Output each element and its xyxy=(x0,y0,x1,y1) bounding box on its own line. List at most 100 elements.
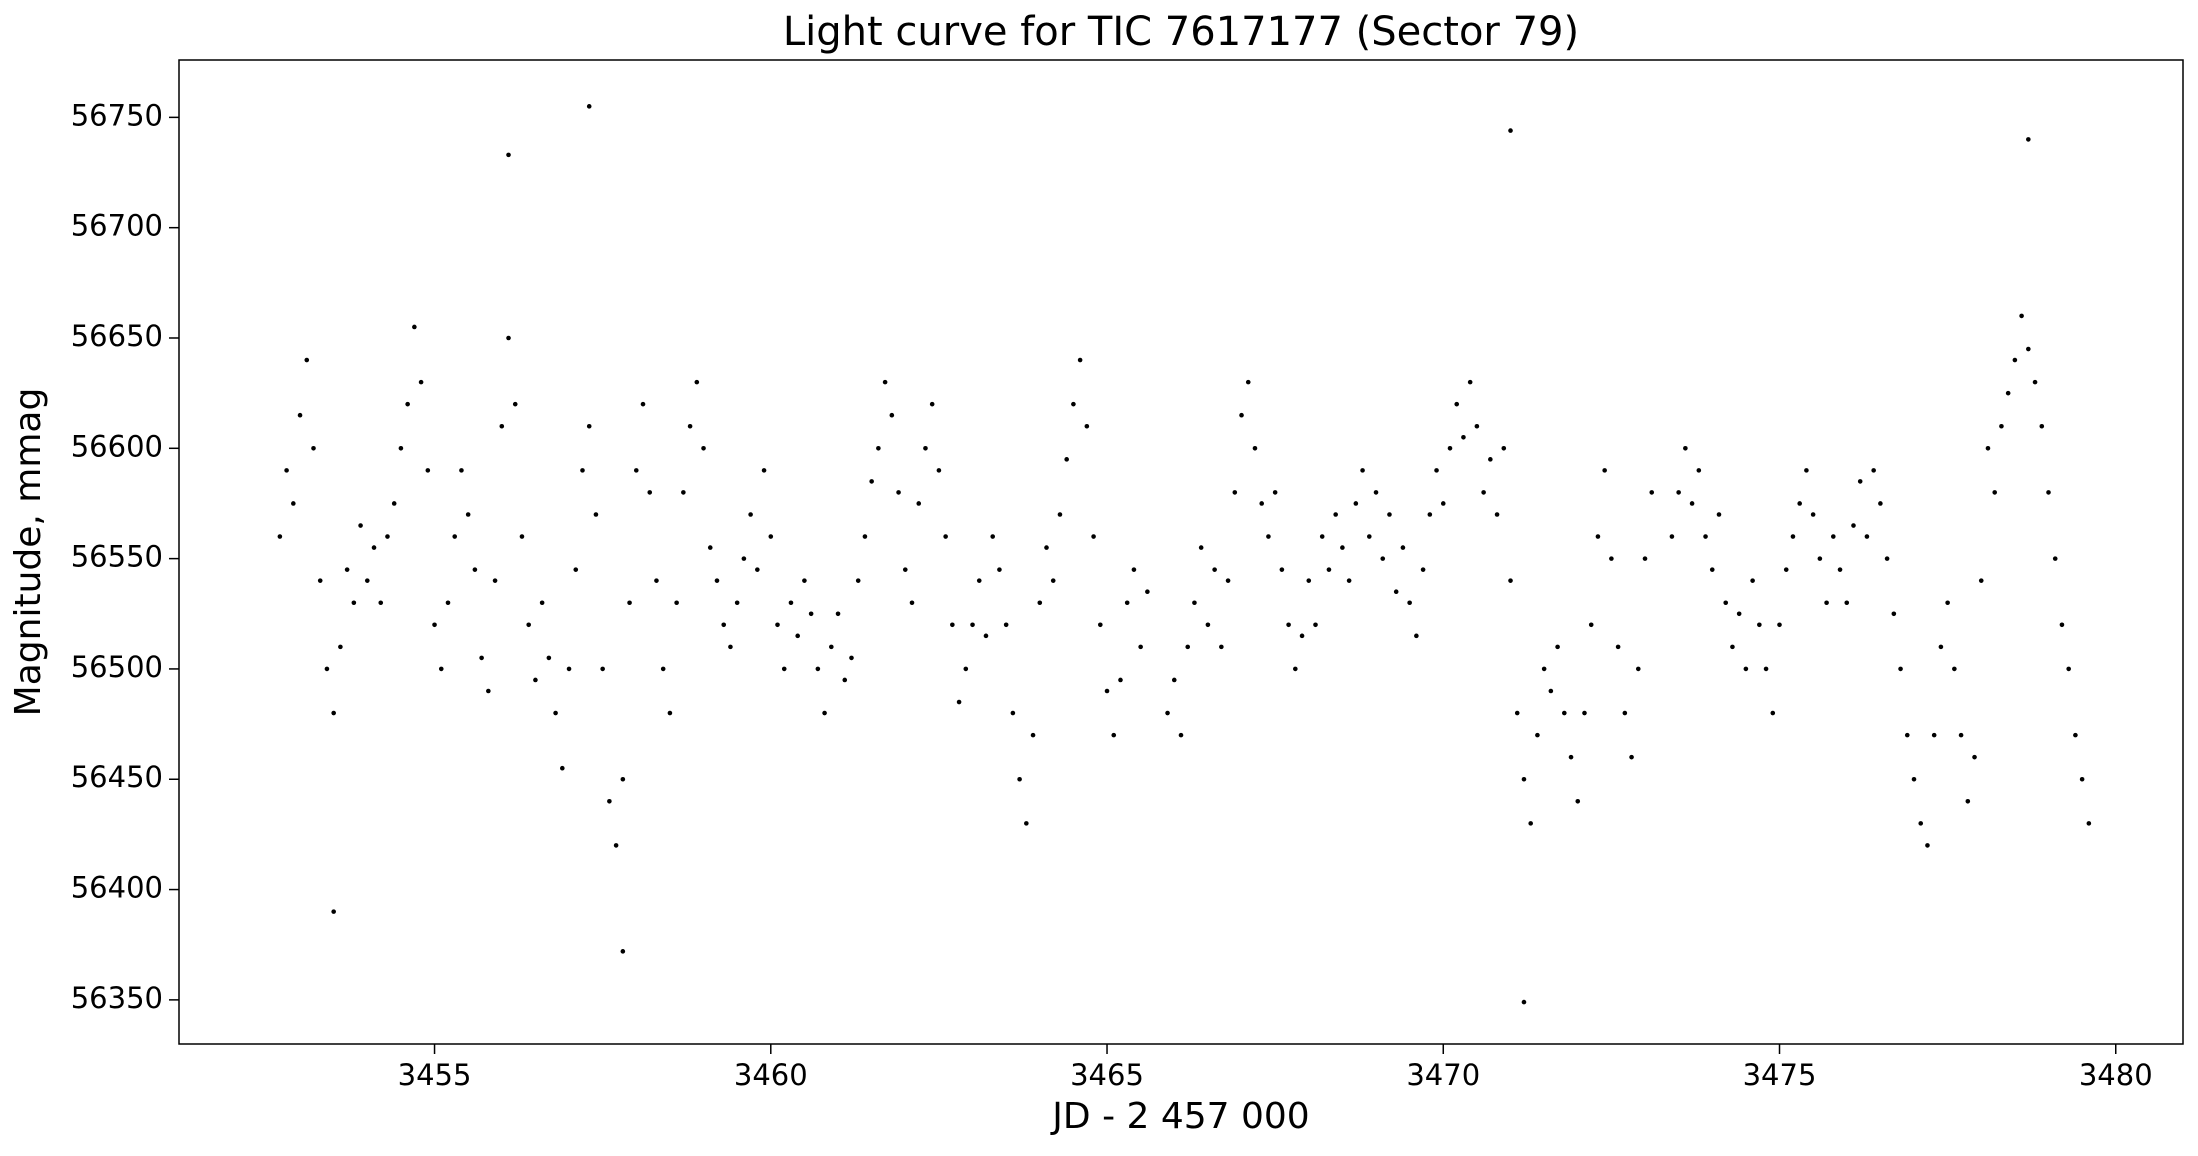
data-point xyxy=(1077,357,1083,363)
data-point xyxy=(1340,545,1345,550)
data-point xyxy=(1595,534,1601,539)
data-point xyxy=(842,677,848,683)
data-point xyxy=(815,666,821,672)
data-point xyxy=(956,699,962,705)
data-point xyxy=(929,401,935,407)
data-point xyxy=(869,479,874,484)
data-point xyxy=(876,446,881,451)
data-point xyxy=(1521,776,1527,782)
data-point xyxy=(358,523,363,528)
data-point xyxy=(586,423,592,429)
data-point xyxy=(1266,534,1271,539)
data-point xyxy=(768,534,774,539)
data-point xyxy=(1245,379,1251,385)
data-point xyxy=(1427,512,1433,517)
data-point xyxy=(1252,446,1258,451)
data-point xyxy=(640,401,646,407)
data-point xyxy=(1824,600,1829,606)
data-point xyxy=(1831,534,1836,539)
data-point xyxy=(1528,821,1533,826)
data-point xyxy=(284,468,289,473)
data-point xyxy=(465,512,471,517)
data-point xyxy=(1098,622,1103,628)
data-point xyxy=(1857,479,1863,484)
data-point xyxy=(694,379,700,385)
data-point xyxy=(654,578,659,583)
data-point xyxy=(936,468,942,473)
data-point xyxy=(1521,999,1527,1005)
data-point xyxy=(472,567,478,572)
data-point xyxy=(338,644,343,650)
data-point xyxy=(889,412,895,418)
data-point xyxy=(1629,754,1634,760)
data-point xyxy=(1999,423,2004,429)
data-point xyxy=(1669,534,1675,539)
y-tick-label: 56400 xyxy=(71,871,163,905)
data-point xyxy=(862,534,868,539)
data-point xyxy=(2012,357,2018,363)
data-point xyxy=(1972,754,1977,760)
data-point xyxy=(943,534,948,539)
data-point xyxy=(1346,578,1352,583)
data-point xyxy=(1044,545,1049,550)
data-point xyxy=(2032,379,2038,385)
data-point xyxy=(1010,710,1016,716)
data-point xyxy=(291,501,296,506)
data-point xyxy=(311,446,316,451)
y-tick-label: 56450 xyxy=(71,760,163,794)
data-point xyxy=(882,379,888,385)
data-point xyxy=(1091,534,1096,539)
data-point xyxy=(425,468,431,473)
data-point xyxy=(1313,622,1318,628)
data-point xyxy=(1945,600,1950,606)
data-point xyxy=(317,578,323,583)
data-point xyxy=(1205,622,1211,628)
data-point xyxy=(405,401,410,407)
data-point xyxy=(1030,732,1036,738)
data-point xyxy=(997,567,1002,572)
data-point xyxy=(795,633,800,639)
data-point xyxy=(1898,666,1903,672)
data-point xyxy=(1757,622,1762,628)
data-point xyxy=(1333,512,1338,517)
data-point xyxy=(1790,534,1796,539)
data-point xyxy=(775,622,780,628)
data-point xyxy=(835,611,841,617)
data-point xyxy=(808,611,814,617)
data-point xyxy=(479,655,484,661)
data-point xyxy=(1219,644,1224,650)
x-axis-label: JD - 2 457 000 xyxy=(1050,1096,1309,1137)
data-point xyxy=(1118,677,1123,683)
data-point xyxy=(1178,732,1184,738)
data-point xyxy=(364,578,370,583)
data-point xyxy=(1683,446,1688,451)
data-point xyxy=(586,104,592,109)
data-point xyxy=(412,324,417,330)
data-point xyxy=(526,622,531,628)
data-point xyxy=(304,357,310,363)
data-point xyxy=(1817,556,1823,561)
data-point xyxy=(1535,732,1540,738)
data-point xyxy=(1501,446,1507,451)
data-point xyxy=(1938,644,1944,650)
data-point xyxy=(1743,666,1749,672)
data-point xyxy=(950,622,955,628)
data-point xyxy=(1192,600,1197,606)
data-point xyxy=(1548,688,1554,694)
data-point xyxy=(1407,600,1412,606)
data-point xyxy=(1165,710,1170,716)
data-point xyxy=(755,567,760,572)
data-point xyxy=(734,600,740,606)
data-point xyxy=(620,949,626,954)
data-point xyxy=(371,545,377,550)
data-point xyxy=(1958,732,1964,738)
data-point xyxy=(1804,468,1809,473)
data-point xyxy=(1750,578,1755,583)
data-point xyxy=(385,534,390,539)
data-point xyxy=(1797,501,1802,506)
data-point xyxy=(445,600,451,606)
data-point xyxy=(1272,490,1278,495)
data-point xyxy=(1353,501,1359,506)
data-point xyxy=(1575,799,1581,804)
data-point xyxy=(1871,468,1876,473)
